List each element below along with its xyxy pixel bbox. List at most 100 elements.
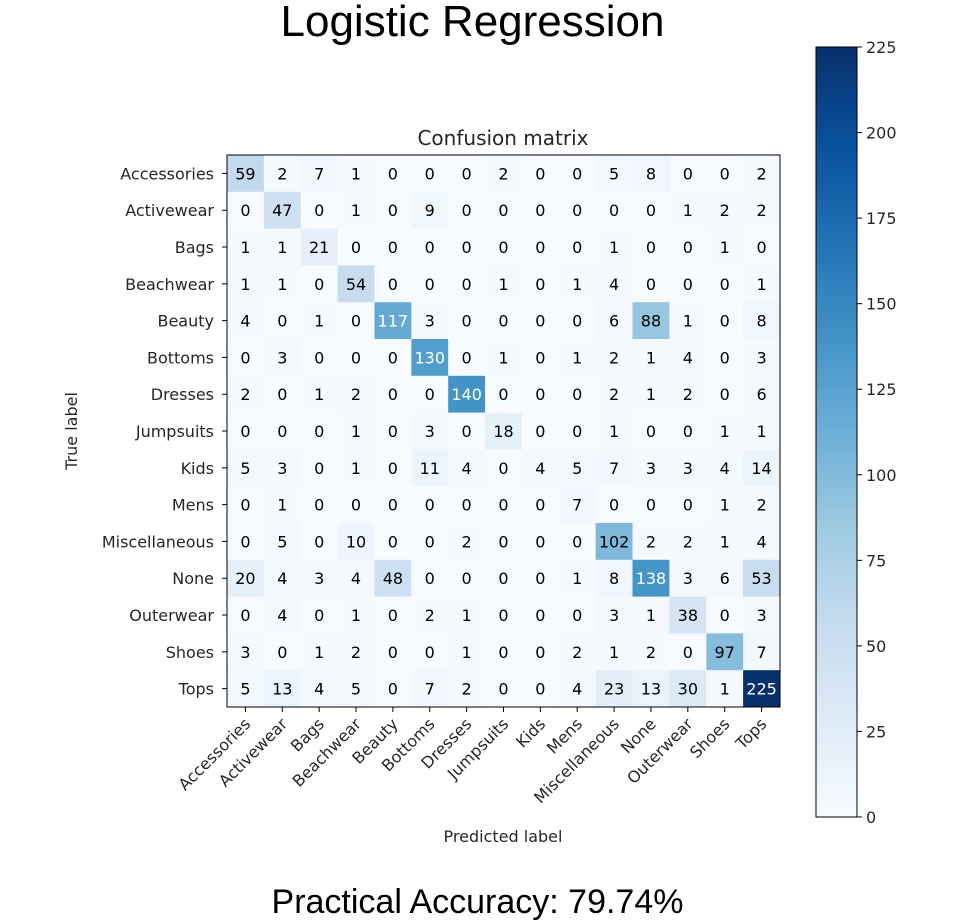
heatmap-cell (337, 339, 375, 377)
heatmap-cell (485, 339, 523, 377)
heatmap-cell (448, 633, 486, 671)
heatmap-cell (448, 559, 486, 597)
heatmap-cell (632, 633, 670, 671)
cell-value-label: 0 (462, 201, 472, 220)
heatmap-cell (595, 523, 633, 561)
cell-value-label: 1 (351, 201, 361, 220)
cell-value-label: 30 (678, 680, 698, 699)
heatmap-cell (485, 559, 523, 597)
colorbar-tick-label: 175 (866, 209, 897, 228)
heatmap-cell (743, 191, 781, 229)
heatmap-cell (743, 523, 781, 561)
cell-value-label: 48 (383, 569, 403, 588)
cell-value-label: 5 (240, 459, 250, 478)
heatmap-cell (337, 191, 375, 229)
cell-value-label: 1 (609, 643, 619, 662)
cell-value-label: 6 (756, 385, 766, 404)
cell-value-label: 1 (314, 385, 324, 404)
y-tick-label: Dresses (151, 385, 214, 404)
heatmap-cell (263, 302, 302, 340)
heatmap-cell (485, 228, 523, 266)
heatmap-cell (706, 486, 744, 524)
heatmap-cell (485, 265, 523, 303)
heatmap-cell (411, 191, 449, 229)
cell-value-label: 0 (388, 606, 398, 625)
cell-value-label: 5 (572, 459, 582, 478)
cell-value-label: 0 (314, 532, 324, 551)
heatmap-cell (485, 633, 523, 671)
heatmap-cell (300, 375, 338, 413)
cell-value-label: 0 (572, 385, 582, 404)
cell-value-label: 0 (498, 238, 508, 257)
heatmap-cell (632, 228, 670, 266)
cell-value-label: 1 (609, 422, 619, 441)
heatmap-cell (337, 596, 375, 634)
colorbar-tick-label: 0 (866, 808, 876, 827)
cell-value-label: 2 (498, 164, 508, 183)
cell-value-label: 0 (388, 348, 398, 367)
cell-value-label: 1 (646, 348, 656, 367)
cell-value-label: 0 (277, 422, 287, 441)
heatmap-cell (595, 265, 633, 303)
cell-value-label: 0 (462, 164, 472, 183)
heatmap-cell (448, 486, 486, 524)
heatmap-cell (300, 486, 338, 524)
heatmap-cell (743, 412, 781, 450)
x-tick-labels: AccessoriesActivewearBagsBeachwearBeauty… (175, 714, 771, 807)
cell-value-label: 2 (425, 606, 435, 625)
cell-value-label: 0 (240, 201, 250, 220)
heatmap-cell (300, 155, 338, 193)
cell-value-label: 4 (756, 532, 766, 551)
heatmap-cell (558, 486, 597, 524)
cell-value-label: 6 (720, 569, 730, 588)
heatmap-cell (521, 412, 560, 450)
heatmap-cell (632, 486, 670, 524)
cell-value-label: 1 (351, 164, 361, 183)
cell-value-label: 0 (498, 532, 508, 551)
cell-value-label: 0 (498, 201, 508, 220)
cell-value-label: 1 (646, 385, 656, 404)
cell-value-label: 1 (314, 312, 324, 331)
heatmap-cell (632, 191, 670, 229)
heatmap-cell (263, 412, 302, 450)
heatmap-cell (521, 486, 560, 524)
y-tick-label: Outerwear (129, 606, 214, 625)
cell-value-label: 59 (235, 164, 255, 183)
heatmap-cell (632, 155, 670, 193)
cell-value-label: 0 (425, 532, 435, 551)
heatmap-cell (521, 523, 560, 561)
cell-value-label: 0 (462, 496, 472, 515)
cell-value-label: 0 (646, 496, 656, 515)
chart-title: Confusion matrix (417, 126, 588, 150)
cell-value-label: 2 (683, 532, 693, 551)
cell-value-label: 23 (604, 680, 624, 699)
heatmap-cell (227, 191, 265, 229)
cell-value-label: 3 (240, 643, 250, 662)
heatmap-cells: 59 2 7 1 0 0 0 2 0 0 5 8 0 0 20 47 0 1 0 9 0 0 0 0 0 0 1 2 21 1 21 0 0 0 0… (227, 155, 781, 708)
cell-value-label: 0 (535, 348, 545, 367)
cell-value-label: 4 (314, 680, 324, 699)
cell-value-label: 0 (683, 422, 693, 441)
cell-value-label: 14 (751, 459, 771, 478)
cell-value-label: 0 (720, 312, 730, 331)
cell-value-label: 47 (272, 201, 292, 220)
heatmap-cell (263, 339, 302, 377)
heatmap-cell (558, 191, 597, 229)
heatmap-cell (300, 265, 338, 303)
cell-value-label: 1 (756, 422, 766, 441)
cell-value-label: 2 (240, 385, 250, 404)
heatmap-cell (448, 155, 486, 193)
cell-value-label: 130 (414, 348, 445, 367)
cell-value-label: 0 (683, 496, 693, 515)
heatmap-cell (485, 486, 523, 524)
cell-value-label: 2 (756, 201, 766, 220)
heatmap-cell (337, 449, 375, 487)
heatmap-cell (411, 155, 449, 193)
cell-value-label: 0 (498, 385, 508, 404)
heatmap-cell (448, 670, 486, 708)
heatmap-cell (448, 339, 486, 377)
cell-value-label: 1 (756, 275, 766, 294)
cell-value-label: 7 (314, 164, 324, 183)
cell-value-label: 3 (646, 459, 656, 478)
cell-value-label: 0 (720, 385, 730, 404)
